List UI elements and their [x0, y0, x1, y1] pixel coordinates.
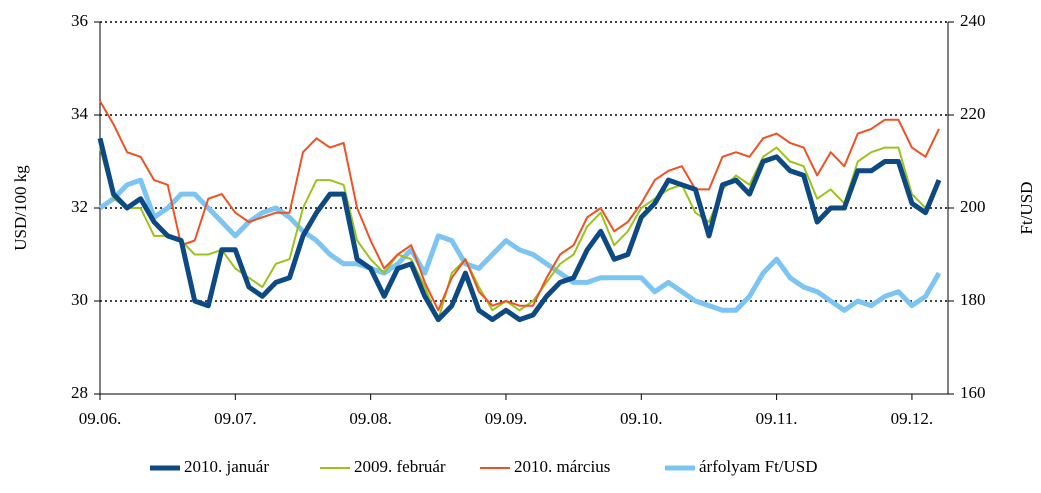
x-tick-label: 09.09. — [485, 409, 528, 428]
y2-tick-label: 200 — [960, 197, 986, 216]
y-tick-label: 32 — [71, 197, 88, 216]
y2-tick-label: 160 — [960, 383, 986, 402]
x-tick-label: 09.10. — [620, 409, 663, 428]
y2-axis-label: Ft/USD — [1017, 182, 1036, 235]
series-line — [99, 146, 940, 321]
legend-label: 2010. január — [184, 457, 269, 476]
y2-tick-label: 240 — [960, 11, 986, 30]
x-tick-label: 09.07. — [214, 409, 257, 428]
legend-label: árfolyam Ft/USD — [699, 457, 818, 476]
series-line — [97, 137, 942, 323]
legend-label: 2009. február — [354, 457, 446, 476]
x-tick-label: 09.06. — [79, 409, 122, 428]
y-tick-label: 30 — [71, 290, 88, 309]
series-line — [98, 177, 942, 313]
y2-tick-label: 220 — [960, 104, 986, 123]
series-line — [99, 100, 940, 312]
y2-tick-label: 180 — [960, 290, 986, 309]
legend-label: 2010. március — [514, 457, 610, 476]
x-tick-label: 09.08. — [349, 409, 392, 428]
y-tick-label: 28 — [71, 383, 88, 402]
y-tick-label: 34 — [71, 104, 89, 123]
x-tick-label: 09.11. — [756, 409, 798, 428]
x-tick-label: 09.12. — [891, 409, 934, 428]
y-axis-label: USD/100 kg — [11, 165, 30, 251]
y-tick-label: 36 — [71, 11, 88, 30]
